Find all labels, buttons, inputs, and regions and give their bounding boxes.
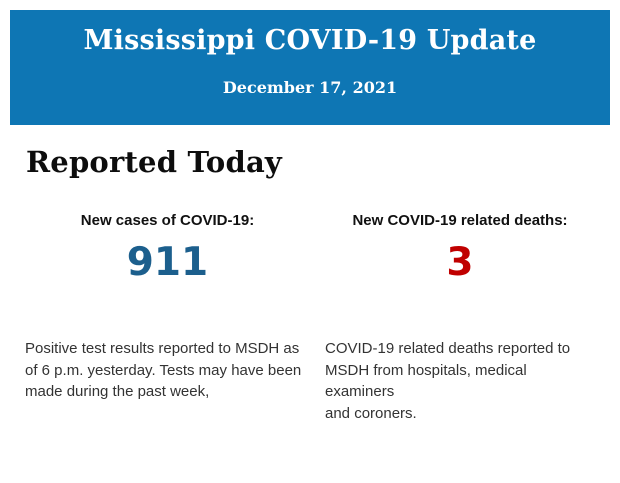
stat-new-deaths: New COVID-19 related deaths: 3 [310, 212, 595, 282]
new-deaths-value: 3 [446, 240, 474, 285]
new-deaths-label: New COVID-19 related deaths: [352, 212, 568, 229]
new-cases-label: New cases of COVID-19: [80, 212, 255, 229]
section-heading-reported-today: Reported Today [26, 145, 282, 179]
report-date: December 17, 2021 [222, 77, 398, 97]
deaths-description-col: COVID-19 related deaths reported to MSDH… [310, 338, 595, 424]
descriptions-row: Positive test results reported to MSDH a… [25, 338, 595, 424]
deaths-description: COVID-19 related deaths reported to MSDH… [325, 340, 571, 422]
page-title: Mississippi COVID-19 Update [83, 25, 537, 56]
stat-new-cases: New cases of COVID-19: 911 [25, 212, 310, 282]
header-banner: Mississippi COVID-19 Update December 17,… [10, 10, 610, 125]
report-body: Reported Today New cases of COVID-19: 91… [0, 145, 620, 424]
new-cases-value: 911 [126, 240, 209, 285]
cases-description: Positive test results reported to MSDH a… [25, 340, 302, 400]
stats-row: New cases of COVID-19: 911 New COVID-19 … [25, 212, 595, 282]
cases-description-col: Positive test results reported to MSDH a… [25, 338, 310, 424]
